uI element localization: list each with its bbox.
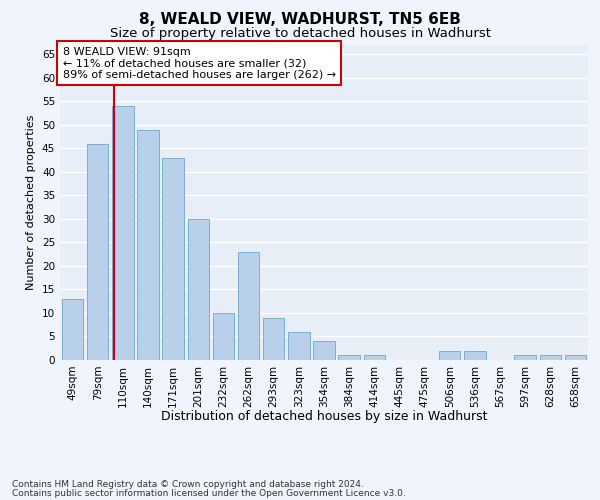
Y-axis label: Number of detached properties: Number of detached properties [26, 115, 37, 290]
X-axis label: Distribution of detached houses by size in Wadhurst: Distribution of detached houses by size … [161, 410, 487, 423]
Bar [62, 299, 83, 360]
Bar [112, 106, 134, 360]
Bar [565, 356, 586, 360]
Bar [364, 356, 385, 360]
Bar [338, 356, 360, 360]
Bar [288, 332, 310, 360]
Text: 8 WEALD VIEW: 91sqm
← 11% of detached houses are smaller (32)
89% of semi-detach: 8 WEALD VIEW: 91sqm ← 11% of detached ho… [62, 46, 336, 80]
Bar [238, 252, 259, 360]
Text: Contains public sector information licensed under the Open Government Licence v3: Contains public sector information licen… [12, 488, 406, 498]
Bar [313, 341, 335, 360]
Bar [514, 356, 536, 360]
Bar [213, 313, 234, 360]
Text: 8, WEALD VIEW, WADHURST, TN5 6EB: 8, WEALD VIEW, WADHURST, TN5 6EB [139, 12, 461, 28]
Bar [464, 350, 485, 360]
Bar [137, 130, 158, 360]
Text: Size of property relative to detached houses in Wadhurst: Size of property relative to detached ho… [110, 28, 491, 40]
Bar [163, 158, 184, 360]
Bar [87, 144, 109, 360]
Bar [539, 356, 561, 360]
Text: Contains HM Land Registry data © Crown copyright and database right 2024.: Contains HM Land Registry data © Crown c… [12, 480, 364, 489]
Bar [439, 350, 460, 360]
Bar [263, 318, 284, 360]
Bar [188, 219, 209, 360]
